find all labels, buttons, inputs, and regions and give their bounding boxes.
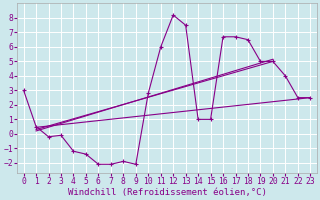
X-axis label: Windchill (Refroidissement éolien,°C): Windchill (Refroidissement éolien,°C): [68, 188, 266, 197]
